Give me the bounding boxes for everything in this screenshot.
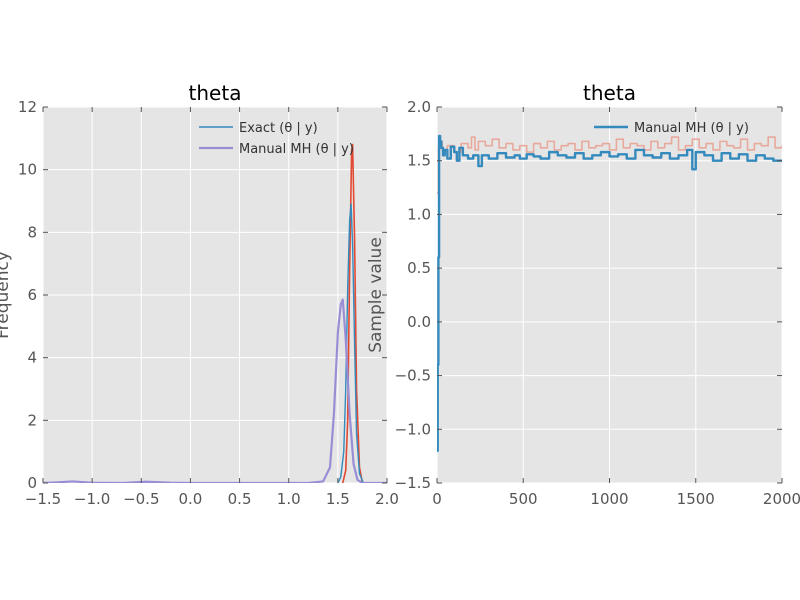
y-tick-label: 1.5	[407, 152, 431, 170]
x-tick-label: −1.5	[25, 490, 61, 508]
y-tick-label: −1.5	[395, 474, 431, 492]
x-tick-label: 1000	[590, 490, 628, 508]
legend: Manual MH (θ | y)	[594, 121, 749, 136]
series-line-1	[437, 134, 782, 452]
series-line-2	[43, 298, 387, 483]
y-axis-label: Sample value	[366, 237, 386, 353]
legend: Exact (θ | y) Manual MH (θ | y)	[199, 121, 354, 157]
legend-label: Exact (θ | y)	[239, 121, 318, 136]
y-axis-label: Frequency	[0, 251, 13, 339]
y-tick-label: −1.0	[395, 420, 431, 438]
x-tick-label: 0.0	[178, 490, 202, 508]
x-tick-label: 500	[509, 490, 538, 508]
chart-title: theta	[583, 81, 636, 105]
chart-title: theta	[189, 81, 242, 105]
chart-panel-2: 0 500 1000 1500 2000 −1.5 −1.0 −0.5 0.0 0.5 1.0 1.5…	[366, 81, 800, 508]
x-tick-label: 1500	[677, 490, 715, 508]
y-tick-label: 0.0	[407, 313, 431, 331]
x-tick-label: 2.0	[375, 490, 399, 508]
y-tick-label: 2	[27, 411, 37, 429]
y-tick-label: 6	[27, 286, 37, 304]
y-tick-label: 0.5	[407, 259, 431, 277]
chart-panel-1: −1.5 −1.0 −0.5 0.0 0.5 1.0 1.5 2.0 0 2 4 6 8 10 12 thet…	[0, 81, 399, 508]
legend-label: Manual MH (θ | y)	[634, 121, 749, 136]
y-tick-label: −0.5	[395, 367, 431, 385]
x-tick-label: 1.5	[326, 490, 350, 508]
series-line-3	[341, 143, 364, 483]
x-tick-label: 1.0	[277, 490, 301, 508]
y-tick-label: 1.0	[407, 205, 431, 223]
y-tick-label: 12	[18, 98, 37, 116]
x-tick-label: 0	[432, 490, 442, 508]
y-tick-label: 8	[27, 223, 37, 241]
x-tick-label: −0.5	[123, 490, 159, 508]
x-tick-label: −1.0	[74, 490, 110, 508]
y-tick-label: 0	[27, 474, 37, 492]
series-line-1	[337, 203, 365, 483]
x-tick-label: 0.5	[228, 490, 252, 508]
series-group	[43, 143, 387, 483]
series-line-2	[437, 136, 782, 194]
x-tick-label: 2000	[763, 490, 800, 508]
legend-label: Manual MH (θ | y)	[239, 142, 354, 157]
series-group	[437, 134, 782, 452]
y-tick-label: 2.0	[407, 98, 431, 116]
y-tick-label: 4	[27, 349, 37, 367]
y-tick-label: 10	[18, 161, 37, 179]
